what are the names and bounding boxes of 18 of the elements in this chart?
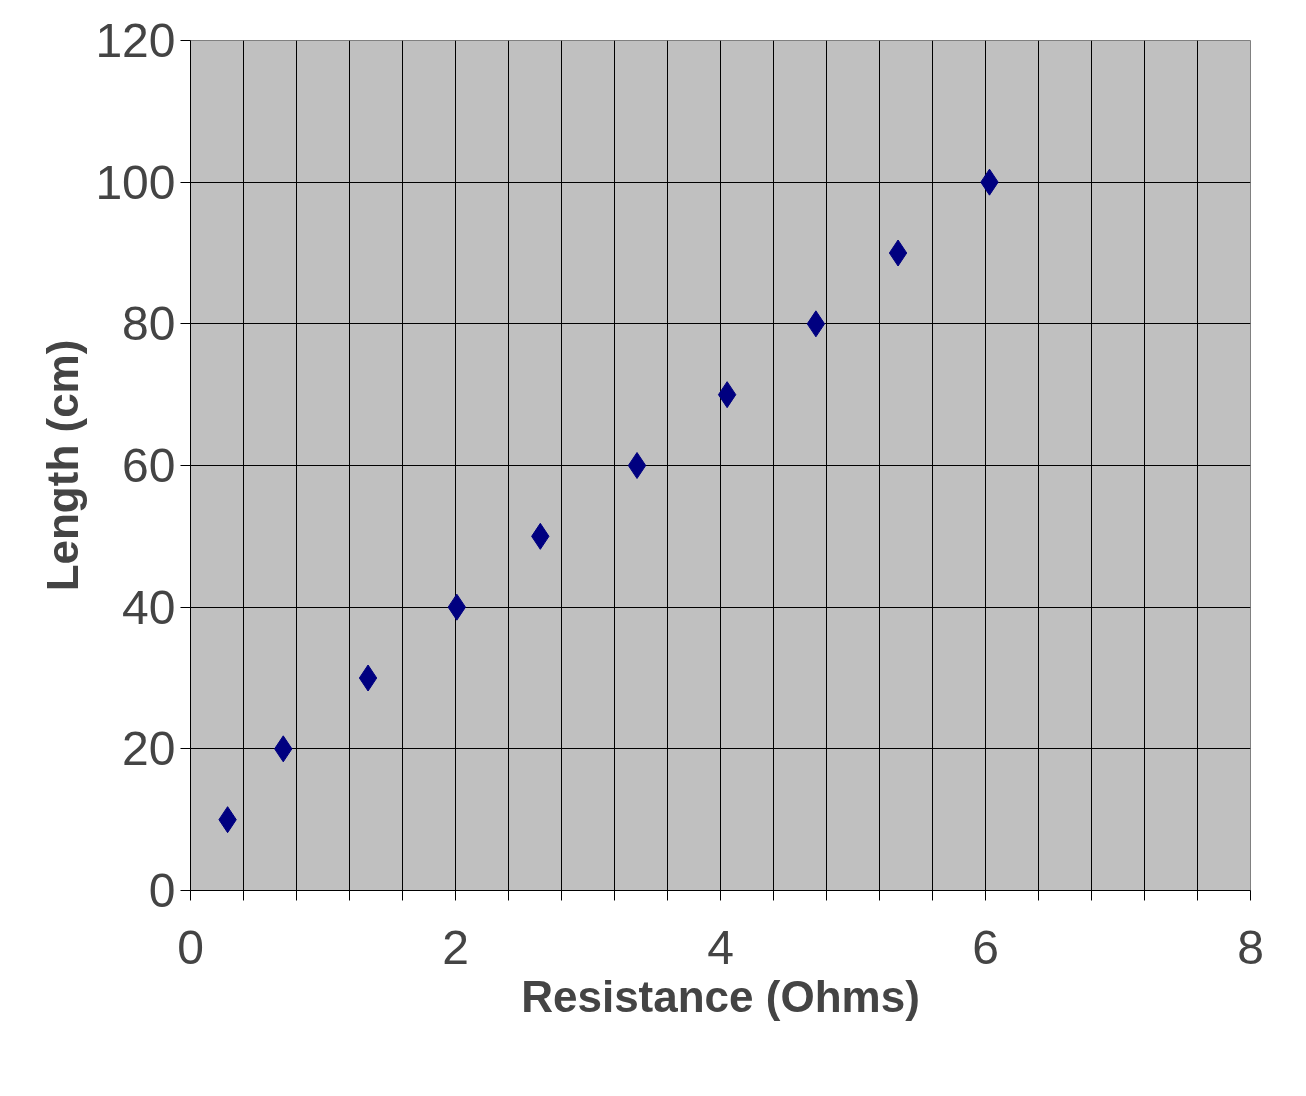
y-tick-label: 100 bbox=[95, 155, 176, 209]
x-axis-title: Resistance (Ohms) bbox=[521, 971, 920, 1021]
point bbox=[627, 452, 647, 479]
x-tick-label: 2 bbox=[442, 920, 469, 974]
point bbox=[888, 239, 908, 267]
y-tick-label: 40 bbox=[122, 580, 176, 634]
point bbox=[358, 664, 378, 692]
point bbox=[717, 381, 737, 409]
point bbox=[806, 310, 826, 338]
y-tick-label: 120 bbox=[95, 14, 176, 67]
y-tick-label: 80 bbox=[122, 297, 176, 351]
y-axis-title: Length (cm) bbox=[38, 339, 88, 592]
x-tick-label: 8 bbox=[1237, 920, 1264, 974]
x-tick-label: 4 bbox=[707, 920, 734, 974]
x-tick-label: 6 bbox=[972, 920, 999, 974]
y-tick-label: 60 bbox=[122, 439, 176, 492]
y-tick-label: 20 bbox=[122, 722, 176, 776]
y-tick-label: 0 bbox=[148, 864, 176, 917]
